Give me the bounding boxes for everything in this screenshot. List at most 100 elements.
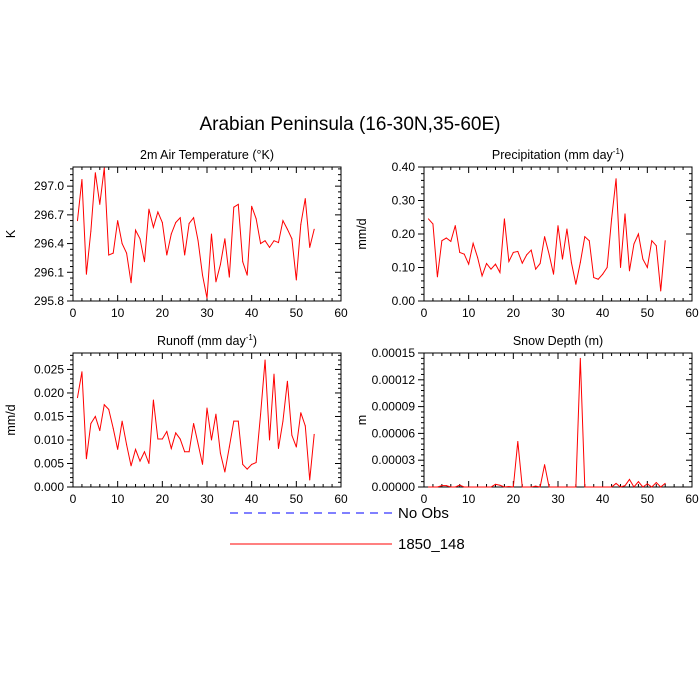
data-point bbox=[450, 240, 452, 242]
data-point bbox=[432, 223, 434, 225]
data-point bbox=[117, 448, 119, 450]
data-point bbox=[206, 297, 208, 299]
data-point bbox=[166, 431, 168, 433]
data-point bbox=[313, 433, 315, 435]
data-point bbox=[597, 486, 599, 488]
data-point bbox=[512, 251, 514, 253]
data-point bbox=[99, 203, 101, 205]
data-point bbox=[539, 486, 541, 488]
data-point bbox=[126, 252, 128, 254]
data-point bbox=[219, 264, 221, 266]
x-tick-label: 40 bbox=[596, 306, 610, 320]
panel-title: Snow Depth (m) bbox=[513, 334, 603, 348]
data-point bbox=[233, 206, 235, 208]
data-point bbox=[224, 238, 226, 240]
data-point bbox=[99, 430, 101, 432]
data-point bbox=[313, 228, 315, 230]
y-tick-label: 0.005 bbox=[34, 456, 64, 470]
data-point bbox=[445, 485, 447, 487]
y-tick-label: 0.00015 bbox=[372, 346, 416, 360]
x-tick-label: 60 bbox=[685, 492, 699, 506]
x-tick-label: 60 bbox=[334, 306, 348, 320]
data-point bbox=[615, 178, 617, 180]
x-tick-label: 20 bbox=[156, 492, 170, 506]
data-point bbox=[103, 404, 105, 406]
data-point bbox=[210, 439, 212, 441]
data-point bbox=[561, 486, 563, 488]
data-point bbox=[584, 486, 586, 488]
data-point bbox=[277, 242, 279, 244]
y-tick-label: 0.10 bbox=[392, 261, 416, 275]
data-point bbox=[664, 240, 666, 242]
y-axis-label: mm/d bbox=[355, 218, 369, 249]
data-point bbox=[152, 399, 154, 401]
data-point bbox=[90, 423, 92, 425]
data-point bbox=[459, 484, 461, 486]
plot-frame bbox=[72, 352, 342, 488]
data-point bbox=[121, 243, 123, 245]
y-tick-label: 0.015 bbox=[34, 409, 64, 423]
data-point bbox=[135, 448, 137, 450]
data-point bbox=[202, 463, 204, 465]
data-point bbox=[157, 438, 159, 440]
y-tick-label: 0.00000 bbox=[372, 480, 416, 494]
data-point bbox=[179, 217, 181, 219]
data-point bbox=[508, 260, 510, 262]
y-tick-label: 0.010 bbox=[34, 433, 64, 447]
data-point bbox=[273, 373, 275, 375]
plot-frame bbox=[423, 352, 693, 488]
data-point bbox=[517, 440, 519, 442]
data-point bbox=[246, 468, 248, 470]
data-point bbox=[193, 423, 195, 425]
data-point bbox=[85, 273, 87, 275]
y-axis-label: m bbox=[355, 415, 369, 425]
data-point bbox=[602, 273, 604, 275]
data-point bbox=[76, 220, 78, 222]
data-point bbox=[477, 256, 479, 258]
x-tick-label: 30 bbox=[551, 492, 565, 506]
data-point bbox=[304, 198, 306, 200]
data-point bbox=[445, 237, 447, 239]
data-point bbox=[620, 267, 622, 268]
y-tick-label: 0.025 bbox=[34, 362, 64, 376]
data-point bbox=[161, 438, 163, 440]
y-tick-label: 0.000 bbox=[34, 480, 64, 494]
data-point bbox=[503, 486, 505, 488]
data-point bbox=[260, 413, 262, 415]
data-point bbox=[251, 205, 253, 207]
data-point bbox=[486, 486, 488, 488]
data-point bbox=[655, 245, 657, 247]
y-tick-label: 0.00012 bbox=[372, 373, 416, 387]
y-tick-label: 0.020 bbox=[34, 386, 64, 400]
panels: 2m Air Temperature (°K) K 0 10 20 30 40 50 60 295… bbox=[4, 147, 699, 506]
x-tick-label: 60 bbox=[685, 306, 699, 320]
data-point bbox=[85, 458, 87, 460]
x-tick-label: 40 bbox=[245, 306, 259, 320]
data-point bbox=[441, 240, 443, 242]
panel-1: 2m Air Temperature (°K) K 0 10 20 30 40 50 60 295… bbox=[4, 148, 348, 320]
data-point bbox=[139, 460, 141, 462]
series-line bbox=[76, 360, 315, 480]
y-tick-label: 0.40 bbox=[392, 160, 416, 174]
data-point bbox=[251, 463, 253, 465]
data-point bbox=[593, 486, 595, 488]
x-tick-label: 0 bbox=[421, 306, 428, 320]
x-tick-label: 0 bbox=[70, 492, 77, 506]
x-tick-label: 20 bbox=[507, 492, 521, 506]
data-point bbox=[611, 218, 613, 220]
data-point bbox=[202, 274, 204, 276]
data-point bbox=[575, 283, 577, 285]
data-point bbox=[561, 258, 563, 260]
data-point bbox=[526, 486, 528, 488]
data-point bbox=[508, 486, 510, 488]
data-point bbox=[432, 486, 434, 488]
data-point bbox=[637, 481, 639, 483]
x-tick-label: 10 bbox=[462, 306, 476, 320]
data-point bbox=[642, 258, 644, 260]
series-line bbox=[428, 178, 666, 291]
panel-title-superscript: -1 bbox=[246, 333, 254, 342]
data-point bbox=[94, 415, 96, 417]
data-point bbox=[81, 178, 83, 180]
data-point bbox=[309, 479, 311, 481]
